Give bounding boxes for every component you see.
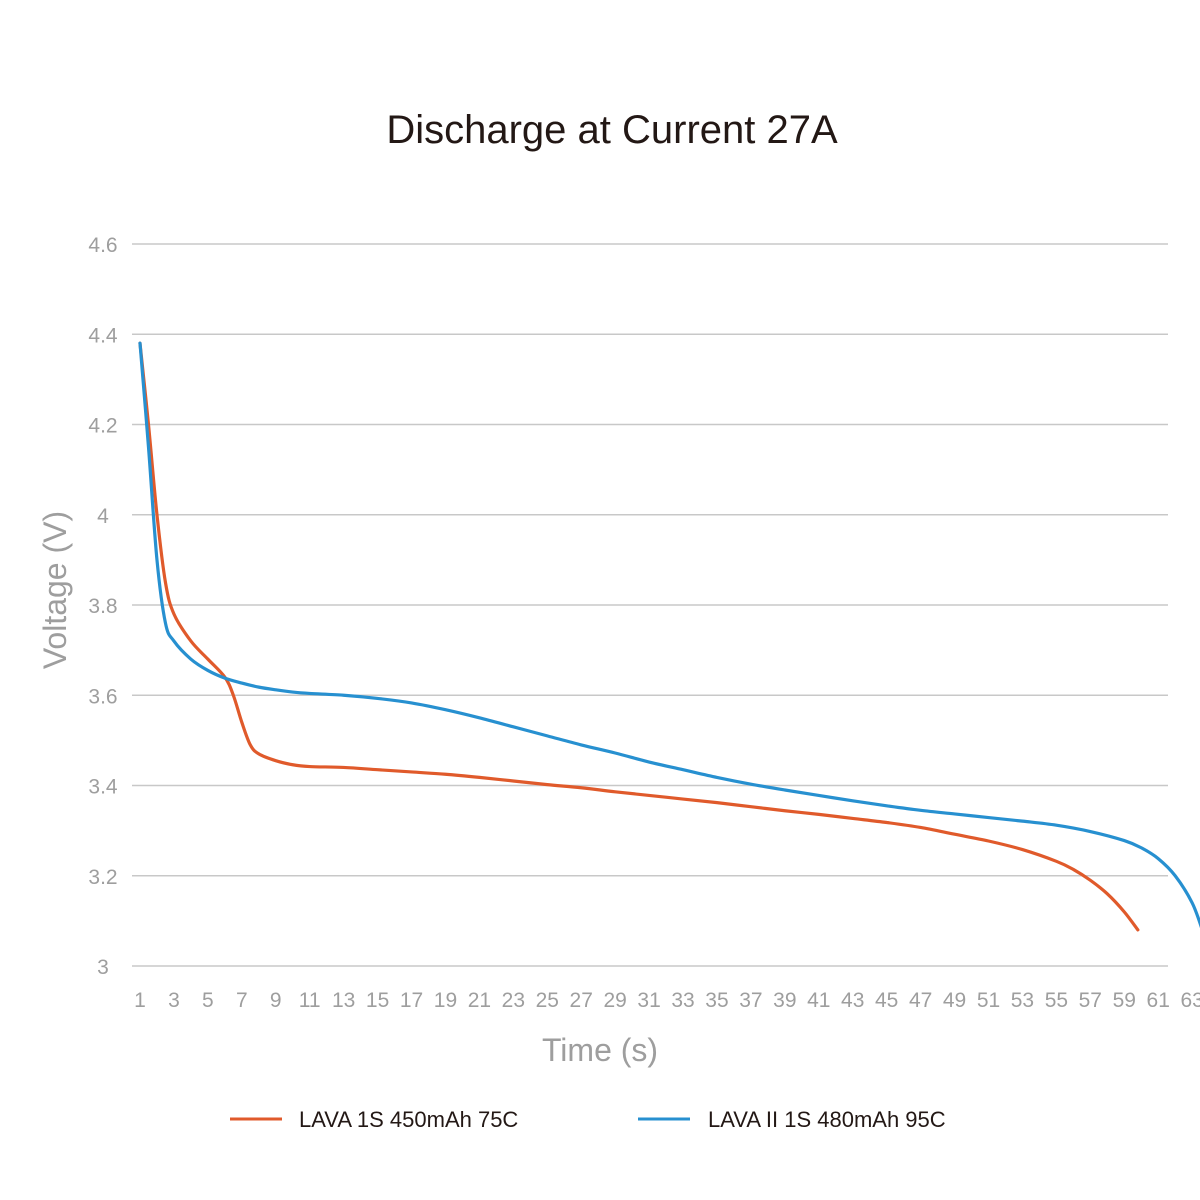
series-line-2: [138, 341, 1200, 929]
x-tick-label: 39: [773, 989, 796, 1012]
x-tick-label: 41: [807, 989, 830, 1012]
x-tick-label: 3: [168, 989, 180, 1012]
x-tick-label: 35: [705, 989, 728, 1012]
y-axis-title: Voltage (V): [37, 511, 73, 669]
x-tick-label: 29: [603, 989, 626, 1012]
x-tick-label: 1: [134, 989, 146, 1012]
x-tick-label: 59: [1113, 989, 1136, 1012]
y-tick-label: 3.8: [88, 595, 117, 618]
x-tick-label: 55: [1045, 989, 1068, 1012]
y-tick-label: 3.6: [88, 685, 117, 708]
y-axis-ticks: 3 3.2 3.4 3.6 3.8 4 4.2 4.4 4.6: [88, 234, 118, 979]
x-tick-label: 27: [570, 989, 593, 1012]
x-tick-label: 19: [434, 989, 457, 1012]
x-tick-label: 23: [502, 989, 525, 1012]
legend: LAVA 1S 450mAh 75C LAVA II 1S 480mAh 95C: [230, 1107, 946, 1132]
y-tick-label: 3.4: [88, 776, 118, 799]
x-tick-label: 43: [841, 989, 864, 1012]
x-tick-label: 9: [270, 989, 282, 1012]
x-tick-label: 33: [671, 989, 694, 1012]
x-tick-label: 7: [236, 989, 248, 1012]
y-tick-label: 4.6: [88, 234, 117, 257]
x-axis-title: Time (s): [542, 1032, 658, 1068]
y-tick-label: 3.2: [88, 866, 117, 889]
series-line-1: [138, 341, 1140, 932]
x-tick-label: 31: [637, 989, 660, 1012]
x-tick-label: 25: [536, 989, 559, 1012]
legend-label-2: LAVA II 1S 480mAh 95C: [708, 1107, 946, 1132]
x-tick-label: 49: [943, 989, 966, 1012]
x-tick-label: 57: [1079, 989, 1102, 1012]
y-tick-label: 4: [97, 505, 109, 528]
x-tick-label: 17: [400, 989, 423, 1012]
x-axis-ticks: 1 3 5 7 9 11 13 15 17 19 21 23 25 27 29 31 33 35 37 39 41 43 4…: [134, 989, 1200, 1012]
legend-label-1: LAVA 1S 450mAh 75C: [299, 1107, 518, 1132]
x-tick-label: 47: [909, 989, 932, 1012]
x-tick-label: 11: [299, 989, 321, 1012]
x-tick-label: 61: [1147, 989, 1170, 1012]
x-tick-label: 5: [202, 989, 214, 1012]
x-tick-label: 37: [739, 989, 762, 1012]
x-tick-label: 51: [977, 989, 1000, 1012]
y-tick-label: 4.4: [88, 324, 118, 347]
x-tick-label: 45: [875, 989, 898, 1012]
x-tick-label: 63: [1180, 989, 1200, 1012]
y-tick-label: 4.2: [88, 415, 117, 438]
series-lines: [138, 341, 1200, 932]
y-tick-label: 3: [97, 956, 109, 979]
x-tick-label: 21: [468, 989, 491, 1012]
chart-title: Discharge at Current 27A: [386, 108, 838, 152]
x-tick-label: 13: [332, 989, 355, 1012]
x-tick-label: 53: [1011, 989, 1034, 1012]
grid-lines: [132, 243, 1168, 967]
x-tick-label: 15: [366, 989, 389, 1012]
